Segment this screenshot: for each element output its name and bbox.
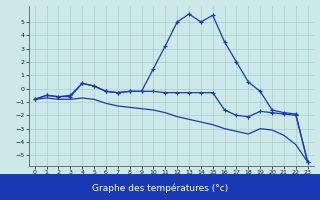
- Text: Graphe des températures (°c): Graphe des températures (°c): [92, 184, 228, 193]
